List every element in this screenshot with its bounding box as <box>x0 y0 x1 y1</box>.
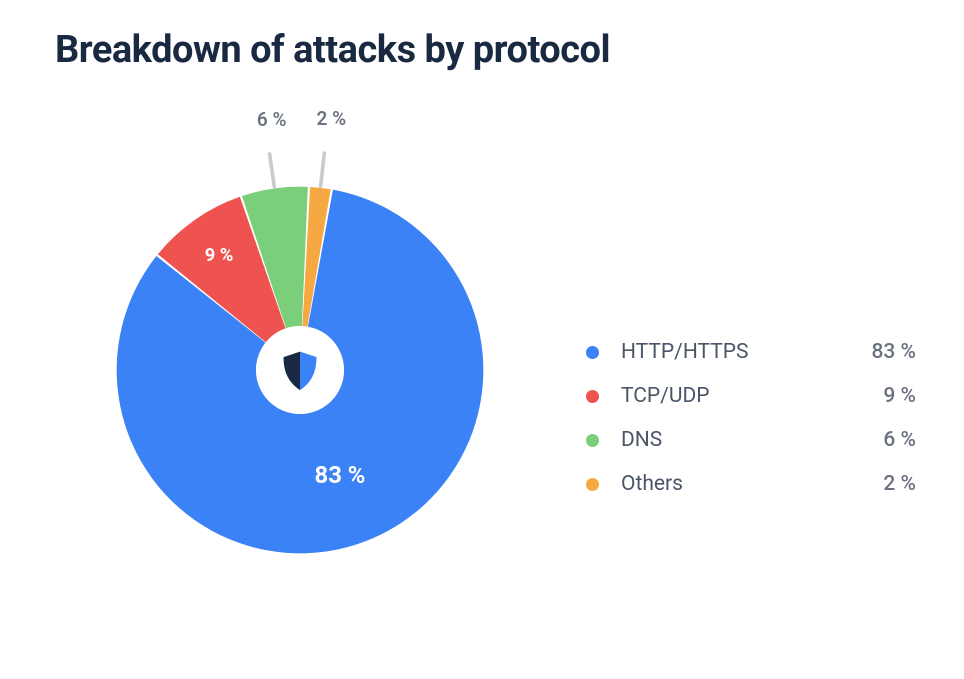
callout-line <box>270 154 275 187</box>
legend-swatch <box>586 390 599 403</box>
legend-name: DNS <box>621 428 856 452</box>
legend-row: HTTP/HTTPS83 % <box>586 330 916 374</box>
slice-value-label: 9 % <box>205 245 234 266</box>
slice-value-label: 83 % <box>315 461 366 489</box>
legend-value: 6 % <box>856 428 916 452</box>
callout-line <box>321 153 325 186</box>
legend-value: 9 % <box>856 384 916 408</box>
legend-swatch <box>586 478 599 491</box>
legend-swatch <box>586 346 599 359</box>
legend-row: Others2 % <box>586 462 916 506</box>
legend: HTTP/HTTPS83 %TCP/UDP9 %DNS6 %Others2 % <box>586 330 916 506</box>
legend-name: Others <box>621 472 856 496</box>
callout-label: 2 % <box>317 107 347 130</box>
chart-container: Breakdown of attacks by protocol 83 % 9 %… <box>0 0 964 679</box>
legend-value: 2 % <box>856 472 916 496</box>
legend-row: TCP/UDP9 % <box>586 374 916 418</box>
legend-swatch <box>586 434 599 447</box>
legend-name: HTTP/HTTPS <box>621 340 856 364</box>
pie-chart: 83 %9 % 6 %2 % <box>80 150 520 590</box>
legend-value: 83 % <box>856 340 916 364</box>
legend-name: TCP/UDP <box>621 384 856 408</box>
pie-svg: 83 % 9 % <box>80 150 520 590</box>
callout-label: 6 % <box>257 108 287 131</box>
chart-title: Breakdown of attacks by protocol <box>55 28 610 72</box>
legend-row: DNS6 % <box>586 418 916 462</box>
